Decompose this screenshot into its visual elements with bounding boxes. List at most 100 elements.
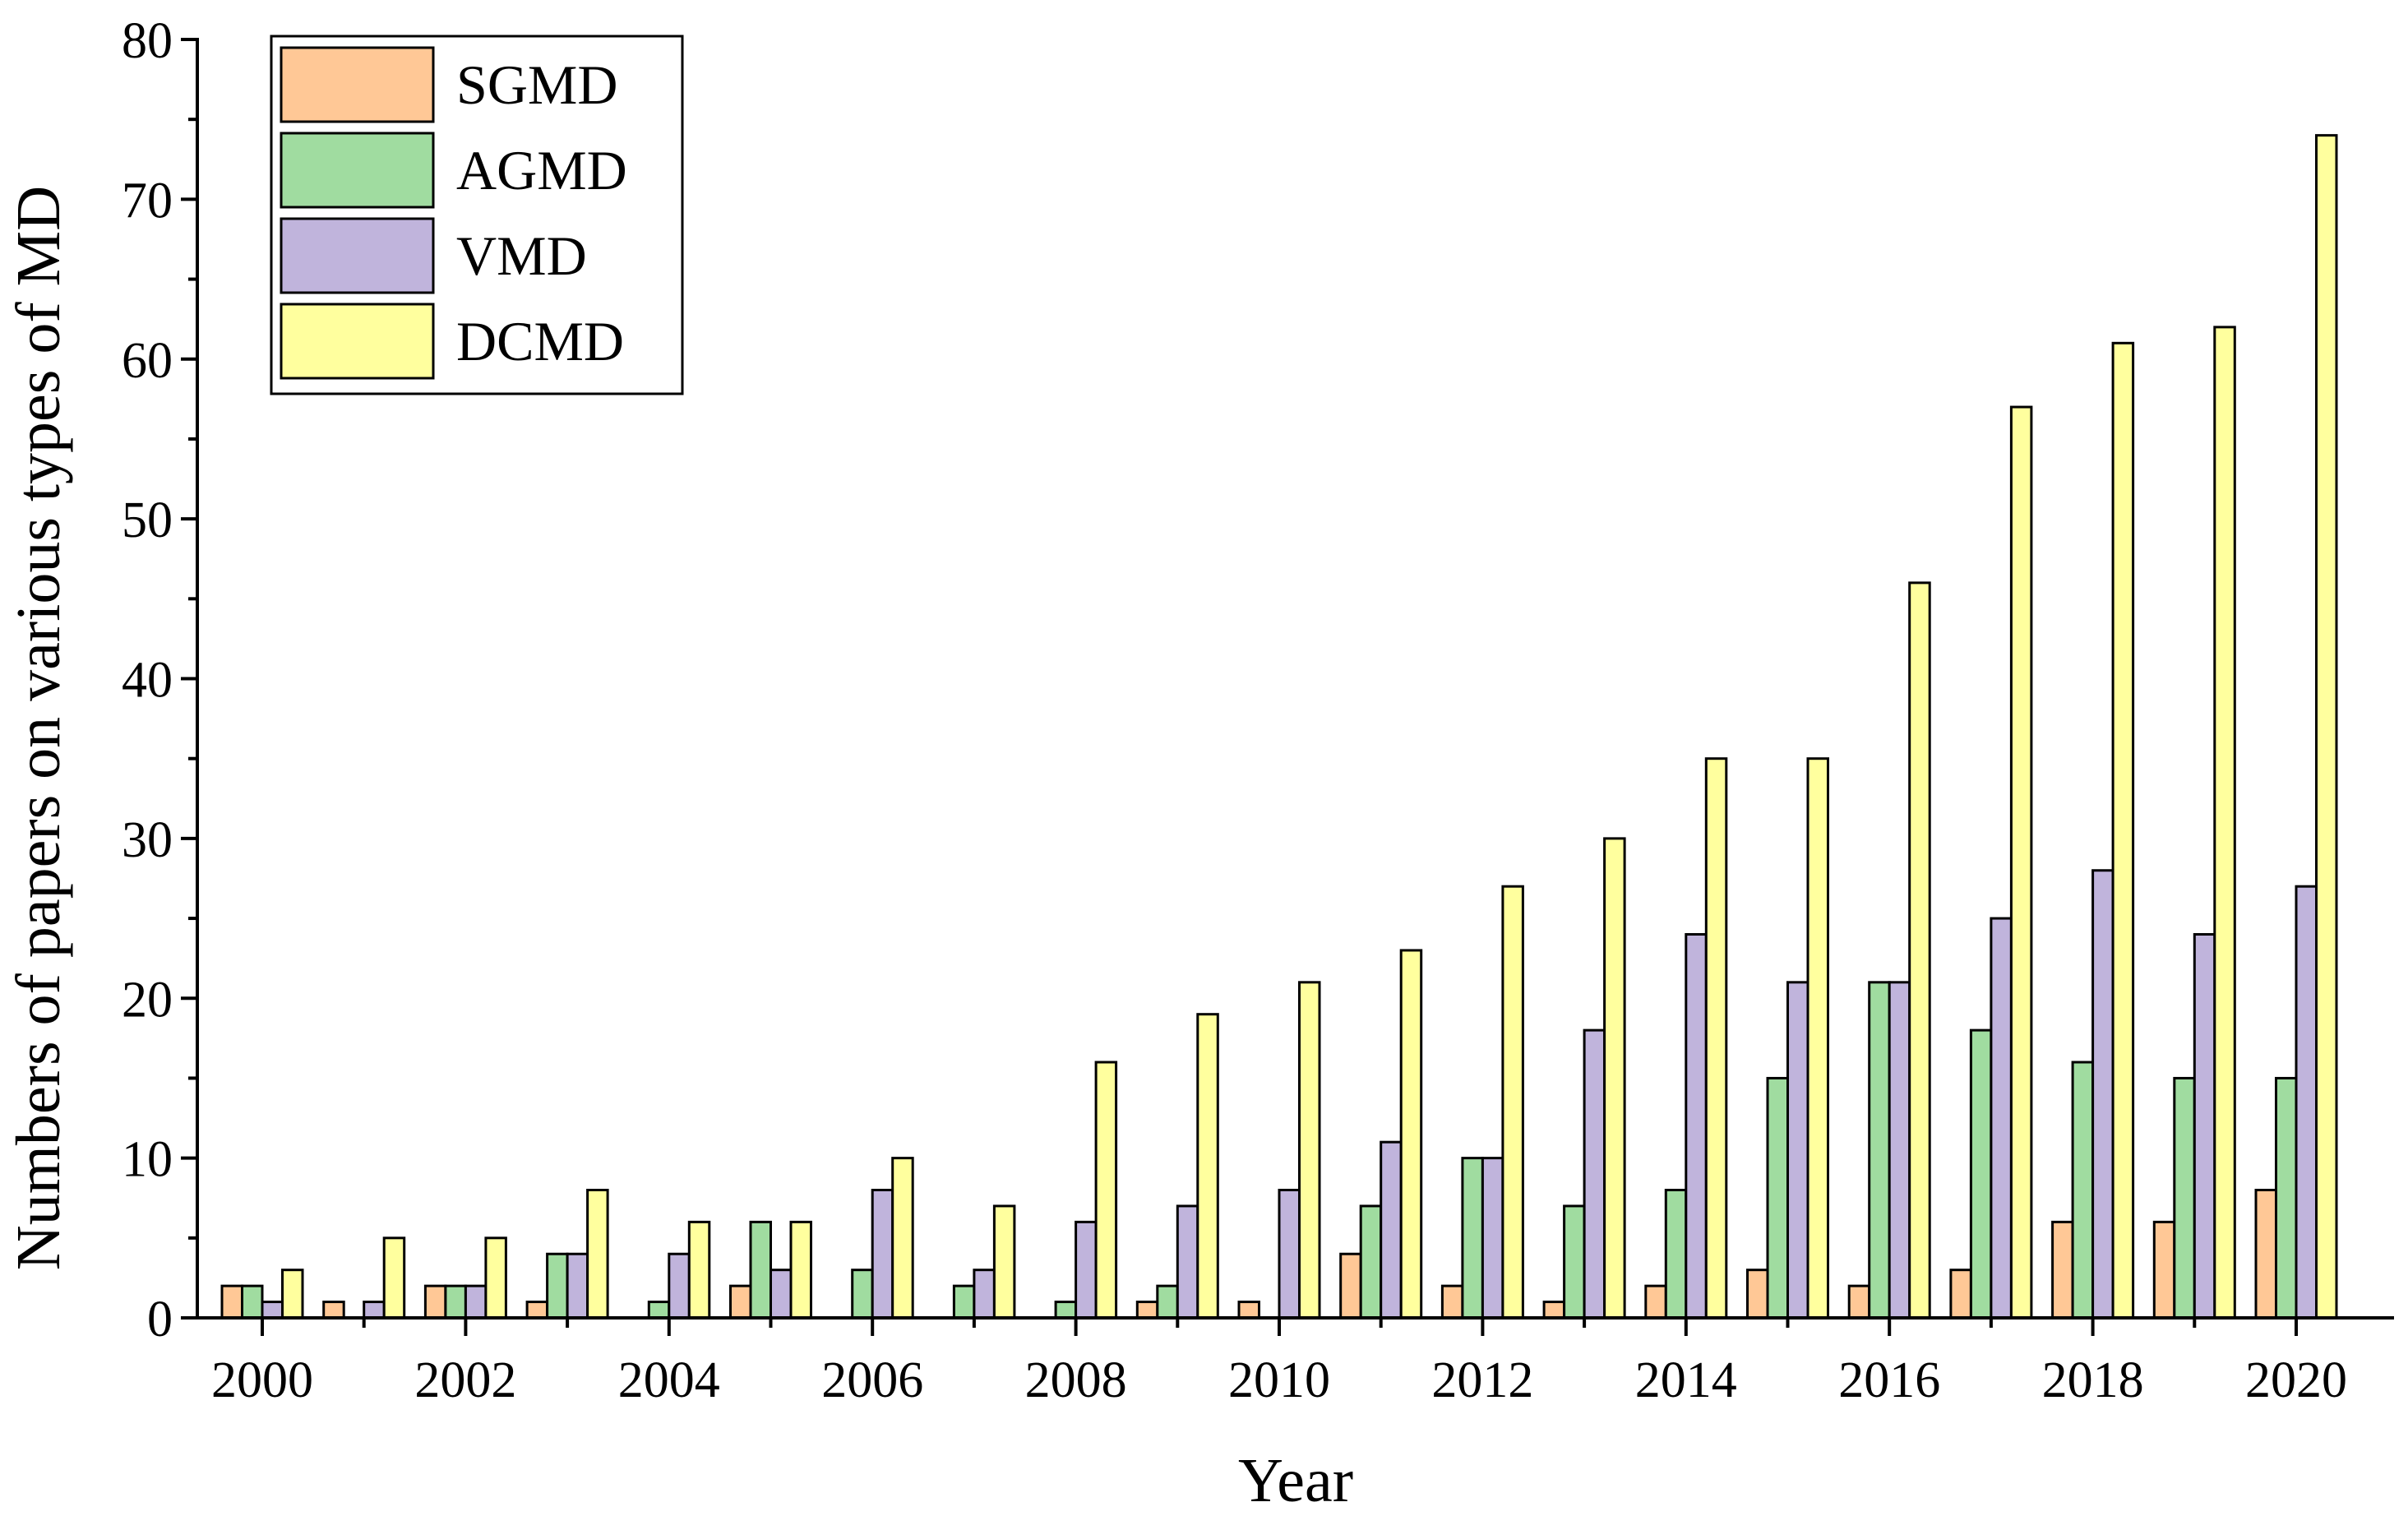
bar-agmd-2005 bbox=[749, 1220, 772, 1320]
legend-swatch-dcmd bbox=[280, 303, 435, 380]
legend-swatch-agmd bbox=[280, 132, 435, 209]
x-tick-label: 2010 bbox=[1228, 1352, 1330, 1408]
bar-dcmd-2018 bbox=[2111, 341, 2135, 1320]
bar-agmd-2003 bbox=[546, 1252, 569, 1320]
bar-sgmd-2019 bbox=[2152, 1220, 2176, 1320]
bar-agmd-2009 bbox=[1156, 1284, 1179, 1320]
x-tick-label: 2004 bbox=[618, 1352, 720, 1408]
bar-sgmd-2011 bbox=[1339, 1252, 1362, 1320]
bar-agmd-2004 bbox=[647, 1301, 671, 1320]
bar-sgmd-2015 bbox=[1746, 1269, 1769, 1320]
bar-dcmd-2012 bbox=[1501, 885, 1524, 1320]
bar-dcmd-2020 bbox=[2315, 134, 2338, 1320]
bar-vmd-2007 bbox=[973, 1269, 996, 1320]
bar-agmd-2000 bbox=[241, 1284, 264, 1320]
y-tick-label: 70 bbox=[122, 173, 173, 229]
bar-agmd-2017 bbox=[1969, 1028, 1993, 1320]
bar-vmd-2004 bbox=[668, 1252, 691, 1320]
bar-vmd-2018 bbox=[2091, 869, 2115, 1320]
bar-vmd-2000 bbox=[261, 1301, 284, 1320]
bar-sgmd-2020 bbox=[2254, 1189, 2277, 1320]
bar-sgmd-2003 bbox=[525, 1301, 549, 1320]
bar-agmd-2006 bbox=[851, 1269, 874, 1320]
bar-vmd-2020 bbox=[2295, 885, 2318, 1320]
x-tick-label: 2016 bbox=[1838, 1352, 1940, 1408]
bar-vmd-2006 bbox=[871, 1189, 894, 1320]
bar-vmd-2003 bbox=[566, 1252, 589, 1320]
bar-vmd-2014 bbox=[1685, 933, 1708, 1320]
bar-vmd-2011 bbox=[1380, 1140, 1403, 1320]
bar-vmd-2017 bbox=[1990, 917, 2013, 1320]
bar-dcmd-2002 bbox=[484, 1236, 507, 1320]
bar-sgmd-2016 bbox=[1847, 1284, 1871, 1320]
bar-agmd-2012 bbox=[1461, 1157, 1484, 1320]
legend-label-vmd: VMD bbox=[456, 224, 587, 287]
x-tick-label: 2020 bbox=[2245, 1352, 2347, 1408]
x-tick-label: 2002 bbox=[414, 1352, 516, 1408]
y-tick-label: 50 bbox=[122, 492, 173, 548]
bar-vmd-2019 bbox=[2193, 933, 2216, 1320]
bar-sgmd-2002 bbox=[423, 1284, 447, 1320]
bar-vmd-2009 bbox=[1176, 1204, 1199, 1320]
bar-dcmd-2014 bbox=[1704, 757, 1728, 1320]
y-tick-label: 60 bbox=[122, 333, 173, 389]
bar-agmd-2019 bbox=[2173, 1076, 2196, 1320]
bar-sgmd-2010 bbox=[1237, 1301, 1260, 1320]
x-tick-label: 2018 bbox=[2042, 1352, 2144, 1408]
bar-agmd-2014 bbox=[1664, 1189, 1688, 1320]
y-tick-label: 0 bbox=[147, 1292, 173, 1347]
bar-dcmd-2007 bbox=[992, 1204, 1016, 1320]
bar-dcmd-2016 bbox=[1908, 581, 1931, 1320]
x-tick-label: 2000 bbox=[211, 1352, 313, 1408]
bar-vmd-2001 bbox=[363, 1301, 386, 1320]
bar-sgmd-2000 bbox=[220, 1284, 243, 1320]
bar-dcmd-2013 bbox=[1603, 837, 1626, 1320]
bar-agmd-2013 bbox=[1563, 1204, 1586, 1320]
bar-sgmd-2014 bbox=[1644, 1284, 1667, 1320]
legend-label-dcmd: DCMD bbox=[456, 310, 624, 372]
bar-agmd-2018 bbox=[2071, 1061, 2095, 1320]
bar-vmd-2010 bbox=[1278, 1189, 1301, 1320]
bar-agmd-2016 bbox=[1868, 981, 1891, 1320]
bar-dcmd-2000 bbox=[281, 1269, 304, 1320]
x-tick-label: 2008 bbox=[1025, 1352, 1127, 1408]
bar-dcmd-2010 bbox=[1298, 981, 1321, 1320]
bar-vmd-2013 bbox=[1583, 1028, 1606, 1320]
x-axis-title: Year bbox=[1238, 1446, 1353, 1515]
bar-vmd-2015 bbox=[1786, 981, 1809, 1320]
bar-dcmd-2004 bbox=[687, 1220, 711, 1320]
legend: SGMD AGMD VMD DCMD bbox=[270, 35, 684, 395]
bar-sgmd-2009 bbox=[1135, 1301, 1159, 1320]
bar-sgmd-2013 bbox=[1542, 1301, 1566, 1320]
bar-sgmd-2005 bbox=[729, 1284, 752, 1320]
bar-dcmd-2015 bbox=[1806, 757, 1829, 1320]
bar-dcmd-2017 bbox=[2009, 405, 2033, 1320]
bar-vmd-2016 bbox=[1888, 981, 1911, 1320]
bar-dcmd-2019 bbox=[2213, 326, 2236, 1320]
bar-agmd-2011 bbox=[1359, 1204, 1383, 1320]
bar-sgmd-2012 bbox=[1440, 1284, 1464, 1320]
x-ticks: 2000 2002 2004 2006 2008 2010 2012 2014 2016 2018… bbox=[211, 1318, 2347, 1408]
bar-sgmd-2018 bbox=[2051, 1220, 2074, 1320]
y-tick-label: 80 bbox=[122, 13, 173, 69]
y-axis-title: Numbers of papers on various types of MD bbox=[4, 186, 73, 1270]
bar-dcmd-2011 bbox=[1399, 949, 1423, 1320]
bar-vmd-2002 bbox=[464, 1284, 488, 1320]
bar-vmd-2005 bbox=[770, 1269, 793, 1320]
bar-dcmd-2005 bbox=[789, 1220, 812, 1320]
legend-swatch-vmd bbox=[280, 217, 435, 294]
bar-agmd-2002 bbox=[444, 1284, 467, 1320]
bar-dcmd-2008 bbox=[1094, 1061, 1118, 1320]
bar-dcmd-2003 bbox=[586, 1189, 609, 1320]
x-tick-label: 2012 bbox=[1431, 1352, 1533, 1408]
y-tick-label: 30 bbox=[122, 812, 173, 868]
bar-agmd-2007 bbox=[952, 1284, 976, 1320]
bar-dcmd-2006 bbox=[891, 1157, 914, 1320]
y-tick-label: 20 bbox=[122, 972, 173, 1028]
bar-vmd-2012 bbox=[1481, 1157, 1504, 1320]
y-tick-label: 40 bbox=[122, 653, 173, 709]
x-tick-label: 2014 bbox=[1635, 1352, 1737, 1408]
bar-sgmd-2001 bbox=[322, 1301, 345, 1320]
legend-label-sgmd: SGMD bbox=[456, 53, 618, 116]
